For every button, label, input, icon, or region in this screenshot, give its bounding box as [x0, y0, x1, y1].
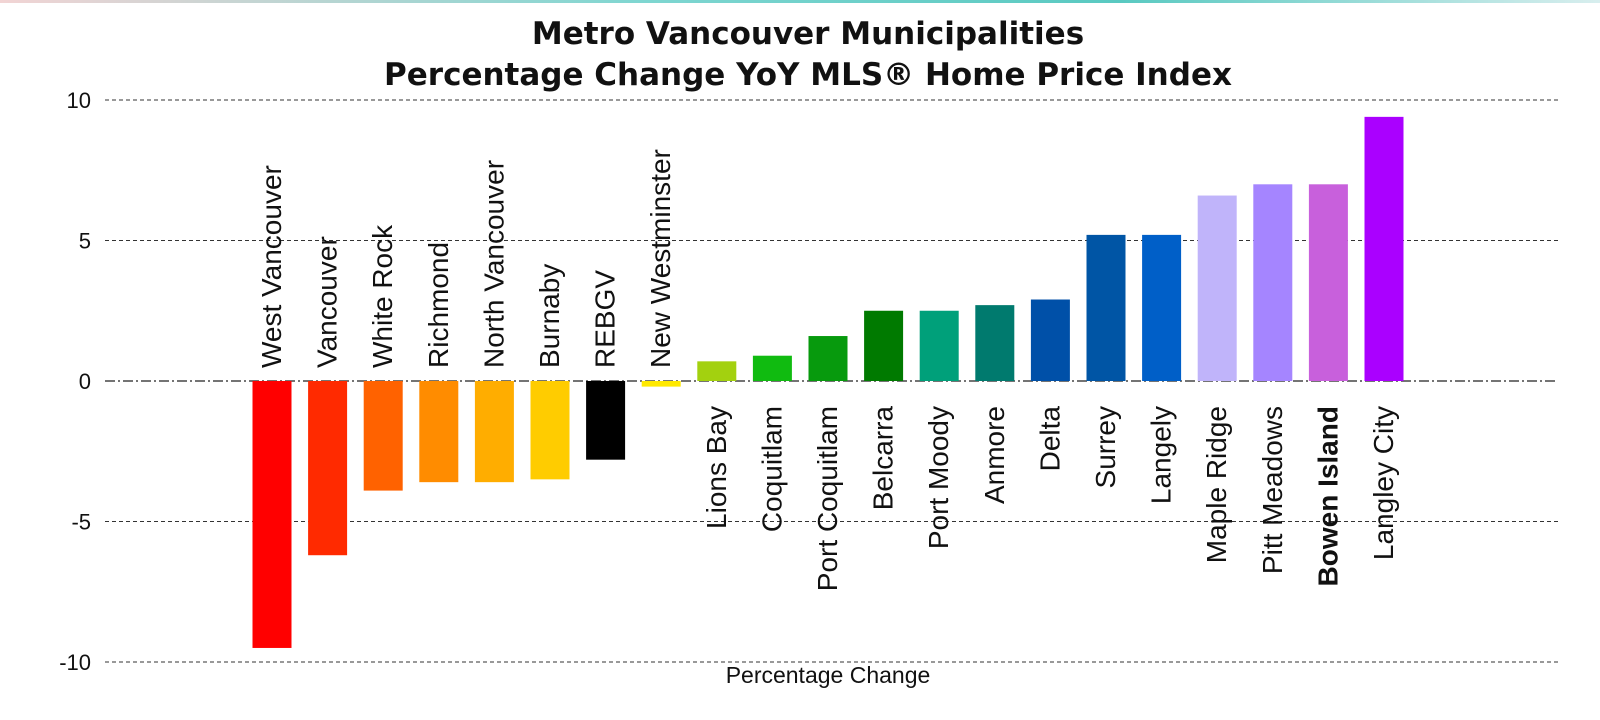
chart-title-line-2: Percentage Change YoY MLS® Home Price In…: [384, 57, 1232, 93]
y-axis-ticks: 10 5 0 -5 -10: [59, 88, 91, 675]
bar-maple-ridge: [1197, 195, 1237, 381]
category-label: West Vancouver: [256, 165, 287, 368]
bar-new-westminster: [641, 381, 681, 387]
category-label: Bowen Island: [1312, 406, 1343, 586]
bar-coquitlam: [752, 355, 792, 381]
bar-pitt-meadows: [1253, 184, 1293, 381]
bar-vancouver: [308, 381, 348, 556]
category-label: Port Moody: [923, 406, 954, 549]
category-label: REBGV: [590, 270, 621, 368]
y-tick-label: 5: [79, 229, 91, 254]
category-label: Vancouver: [312, 236, 343, 368]
category-label: Port Coquitlam: [812, 406, 843, 591]
bar-richmond: [419, 381, 459, 483]
bar-white-rock: [363, 381, 403, 491]
y-tick-label: 0: [79, 369, 91, 394]
bars: [252, 116, 1404, 648]
bar-delta: [1030, 299, 1070, 381]
bar-bowen-island: [1308, 184, 1348, 381]
bar-anmore: [975, 305, 1015, 381]
bar-port-moody: [919, 310, 959, 381]
bar-langely: [1142, 234, 1182, 381]
category-labels: West Vancouver Vancouver White Rock Richmon…: [256, 149, 1399, 591]
category-label: Surrey: [1090, 406, 1121, 488]
category-label: Langley City: [1368, 406, 1399, 560]
bar-north-vancouver: [474, 381, 514, 483]
category-label: Delta: [1034, 406, 1065, 472]
category-label: Anmore: [979, 406, 1010, 504]
category-label: Pitt Meadows: [1257, 406, 1288, 574]
bar-burnaby: [530, 381, 570, 480]
y-tick-label: -5: [71, 510, 91, 535]
category-label: Coquitlam: [756, 406, 787, 532]
chart-title-line-1: Metro Vancouver Municipalities: [532, 16, 1084, 52]
top-accent-strip: [0, 0, 1600, 3]
category-label: White Rock: [367, 224, 398, 368]
category-label: North Vancouver: [478, 160, 509, 368]
y-tick-label: 10: [67, 88, 91, 113]
bar-port-coquitlam: [808, 336, 848, 381]
bar-rebgv: [586, 381, 626, 460]
bar-surrey: [1086, 234, 1126, 381]
category-label: Langely: [1146, 406, 1177, 504]
bar-west-vancouver: [252, 381, 292, 648]
bar-lions-bay: [697, 361, 737, 381]
category-label: Burnaby: [534, 264, 565, 368]
x-axis-label: Percentage Change: [726, 662, 931, 688]
category-label: Belcarra: [868, 406, 899, 511]
y-tick-label: -10: [59, 650, 91, 675]
category-label: Maple Ridge: [1201, 406, 1232, 563]
category-label: Richmond: [423, 242, 454, 368]
bar-belcarra: [864, 310, 904, 381]
category-label: Lions Bay: [701, 406, 732, 529]
category-label: New Westminster: [645, 149, 676, 368]
bar-langley-city: [1364, 116, 1404, 382]
